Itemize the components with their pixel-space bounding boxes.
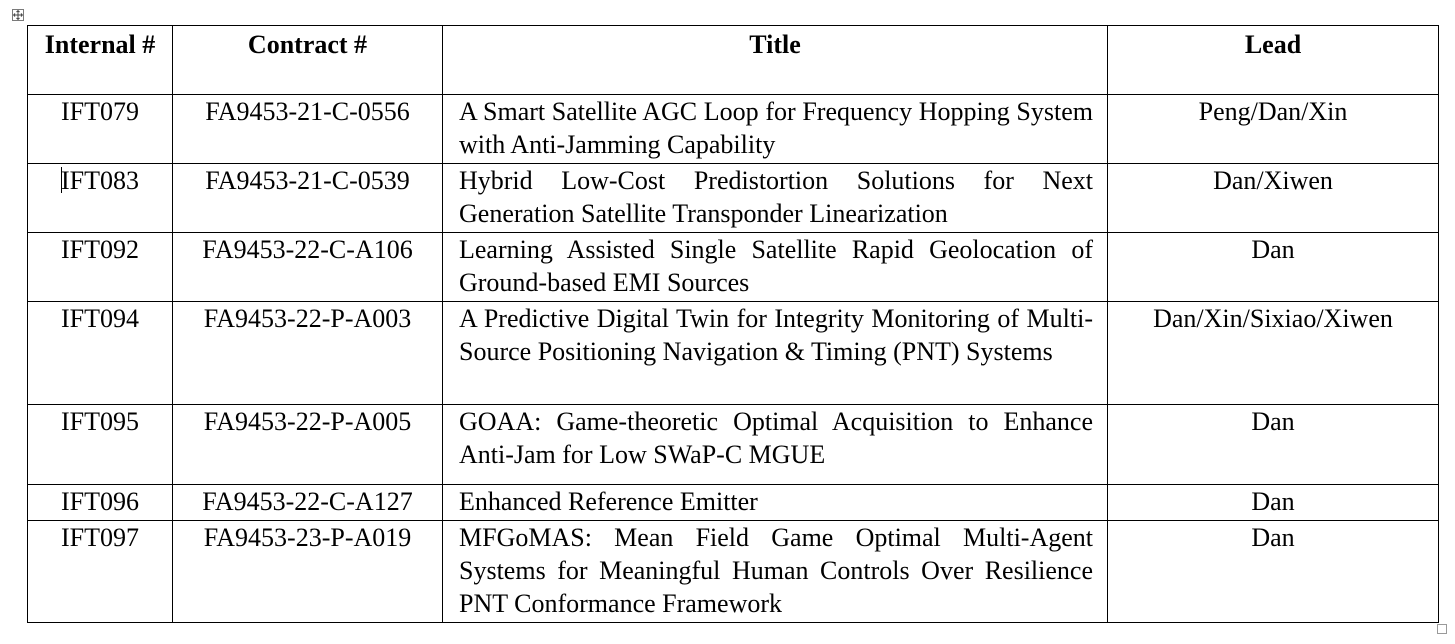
- lead-cell[interactable]: Dan: [1107, 484, 1439, 521]
- header-title[interactable]: Title: [442, 25, 1108, 95]
- title-cell[interactable]: A Smart Satellite AGC Loop for Frequency…: [442, 94, 1108, 164]
- lead-cell[interactable]: Dan/Xin/Sixiao/Xiwen: [1107, 301, 1439, 405]
- lead-cell[interactable]: Peng/Dan/Xin: [1107, 94, 1439, 164]
- contract-cell[interactable]: FA9453-23-P-A019: [172, 520, 443, 623]
- lead-cell[interactable]: Dan: [1107, 520, 1439, 623]
- internal-cell[interactable]: IFT095: [27, 404, 173, 485]
- table-resize-handle[interactable]: [1437, 624, 1447, 634]
- contract-cell[interactable]: FA9453-22-C-A106: [172, 232, 443, 302]
- move-arrows-icon: [13, 10, 23, 20]
- table-move-handle[interactable]: [12, 9, 24, 21]
- table-row: IFT097 FA9453-23-P-A019 MFGoMAS: Mean Fi…: [27, 520, 1439, 623]
- header-contract[interactable]: Contract #: [172, 25, 443, 95]
- header-internal[interactable]: Internal #: [27, 25, 173, 95]
- table-row: IFT096 FA9453-22-C-A127 Enhanced Referen…: [27, 484, 1439, 521]
- title-cell[interactable]: Enhanced Reference Emitter: [442, 484, 1108, 521]
- internal-cell[interactable]: IFT094: [27, 301, 173, 405]
- title-cell[interactable]: MFGoMAS: Mean Field Game Optimal Multi-A…: [442, 520, 1108, 623]
- title-cell[interactable]: A Predictive Digital Twin for Integrity …: [442, 301, 1108, 405]
- internal-cell[interactable]: IFT096: [27, 484, 173, 521]
- internal-cell[interactable]: IFT079: [27, 94, 173, 164]
- lead-cell[interactable]: Dan: [1107, 404, 1439, 485]
- table-row: IFT083 FA9453-21-C-0539 Hybrid Low-Cost …: [27, 163, 1439, 233]
- table-row: IFT094 FA9453-22-P-A003 A Predictive Dig…: [27, 301, 1439, 405]
- table-header-row: Internal # Contract # Title Lead: [27, 25, 1439, 95]
- title-cell[interactable]: Hybrid Low-Cost Predistortion Solutions …: [442, 163, 1108, 233]
- table-row: IFT092 FA9453-22-C-A106 Learning Assiste…: [27, 232, 1439, 302]
- title-cell[interactable]: Learning Assisted Single Satellite Rapid…: [442, 232, 1108, 302]
- contract-cell[interactable]: FA9453-22-P-A003: [172, 301, 443, 405]
- table-row: IFT079 FA9453-21-C-0556 A Smart Satellit…: [27, 94, 1439, 164]
- internal-cell[interactable]: IFT097: [27, 520, 173, 623]
- header-lead[interactable]: Lead: [1107, 25, 1439, 95]
- internal-cell[interactable]: IFT092: [27, 232, 173, 302]
- table-row: IFT095 FA9453-22-P-A005 GOAA: Game-theor…: [27, 404, 1439, 485]
- internal-value: IFT083: [61, 166, 139, 195]
- lead-cell[interactable]: Dan/Xiwen: [1107, 163, 1439, 233]
- internal-cell[interactable]: IFT083: [27, 163, 173, 233]
- contract-cell[interactable]: FA9453-22-P-A005: [172, 404, 443, 485]
- contract-cell[interactable]: FA9453-21-C-0539: [172, 163, 443, 233]
- text-cursor: [61, 167, 62, 193]
- contracts-table: Internal # Contract # Title Lead IFT079 …: [27, 25, 1439, 623]
- title-cell[interactable]: GOAA: Game-theoretic Optimal Acquisition…: [442, 404, 1108, 485]
- contract-cell[interactable]: FA9453-22-C-A127: [172, 484, 443, 521]
- contract-cell[interactable]: FA9453-21-C-0556: [172, 94, 443, 164]
- lead-cell[interactable]: Dan: [1107, 232, 1439, 302]
